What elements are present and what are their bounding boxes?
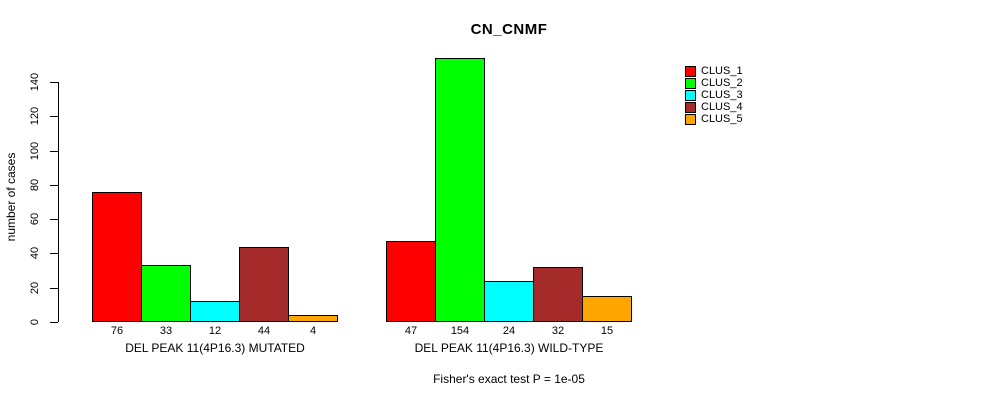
bar-CLUS_2 bbox=[141, 265, 191, 322]
chart-title: CN_CNMF bbox=[470, 21, 548, 38]
legend-swatch-icon bbox=[685, 102, 696, 113]
y-axis-tick bbox=[50, 253, 58, 254]
x-category-label: DEL PEAK 11(4P16.3) MUTATED bbox=[125, 341, 305, 355]
legend-label: CLUS_3 bbox=[701, 89, 743, 101]
bar-value-label: 15 bbox=[600, 325, 614, 337]
y-axis-tick-label: 60 bbox=[29, 212, 41, 226]
legend-swatch-icon bbox=[685, 114, 696, 125]
legend-label: CLUS_2 bbox=[701, 77, 743, 89]
legend-swatch-icon bbox=[685, 90, 696, 101]
bar-value-label: 32 bbox=[551, 325, 565, 337]
annotation-text: Fisher's exact test P = 1e-05 bbox=[433, 372, 585, 386]
y-axis-tick-label: 20 bbox=[29, 281, 41, 295]
bar-CLUS_1 bbox=[92, 192, 142, 322]
bar-CLUS_2 bbox=[435, 58, 485, 322]
bar-CLUS_5 bbox=[288, 315, 338, 322]
bar-value-label: 24 bbox=[502, 325, 516, 337]
y-axis-tick bbox=[50, 288, 58, 289]
legend-label: CLUS_4 bbox=[701, 101, 743, 113]
legend-label: CLUS_5 bbox=[701, 113, 743, 125]
y-axis-tick-label: 100 bbox=[29, 141, 41, 161]
bar-value-label: 12 bbox=[208, 325, 222, 337]
y-axis-tick bbox=[50, 151, 58, 152]
bar-value-label: 154 bbox=[450, 325, 470, 337]
y-axis-tick-label: 0 bbox=[29, 318, 41, 326]
bar-value-label: 47 bbox=[404, 325, 418, 337]
bar-CLUS_5 bbox=[582, 296, 632, 322]
bar-value-label: 44 bbox=[257, 325, 271, 337]
legend-swatch-icon bbox=[685, 78, 696, 89]
y-axis-tick bbox=[50, 116, 58, 117]
legend-swatch-icon bbox=[685, 66, 696, 77]
y-axis-tick-label: 140 bbox=[29, 72, 41, 92]
bar-CLUS_3 bbox=[190, 301, 240, 322]
bar-CLUS_4 bbox=[239, 247, 289, 322]
y-axis-tick-label: 40 bbox=[29, 246, 41, 260]
bar-CLUS_1 bbox=[386, 241, 436, 322]
bar-value-label: 4 bbox=[309, 325, 317, 337]
legend-label: CLUS_1 bbox=[701, 65, 743, 77]
bar-value-label: 76 bbox=[110, 325, 124, 337]
y-axis-tick-label: 120 bbox=[29, 106, 41, 126]
y-axis-line bbox=[58, 82, 59, 322]
x-category-label: DEL PEAK 11(4P16.3) WILD-TYPE bbox=[414, 341, 604, 355]
y-axis-tick bbox=[50, 82, 58, 83]
bar-value-label: 33 bbox=[159, 325, 173, 337]
y-axis-tick-label: 80 bbox=[29, 178, 41, 192]
y-axis-label: number of cases bbox=[4, 152, 18, 242]
y-axis-tick bbox=[50, 185, 58, 186]
bar-CLUS_4 bbox=[533, 267, 583, 322]
y-axis-tick bbox=[50, 322, 58, 323]
bar-CLUS_3 bbox=[484, 281, 534, 322]
y-axis-tick bbox=[50, 219, 58, 220]
